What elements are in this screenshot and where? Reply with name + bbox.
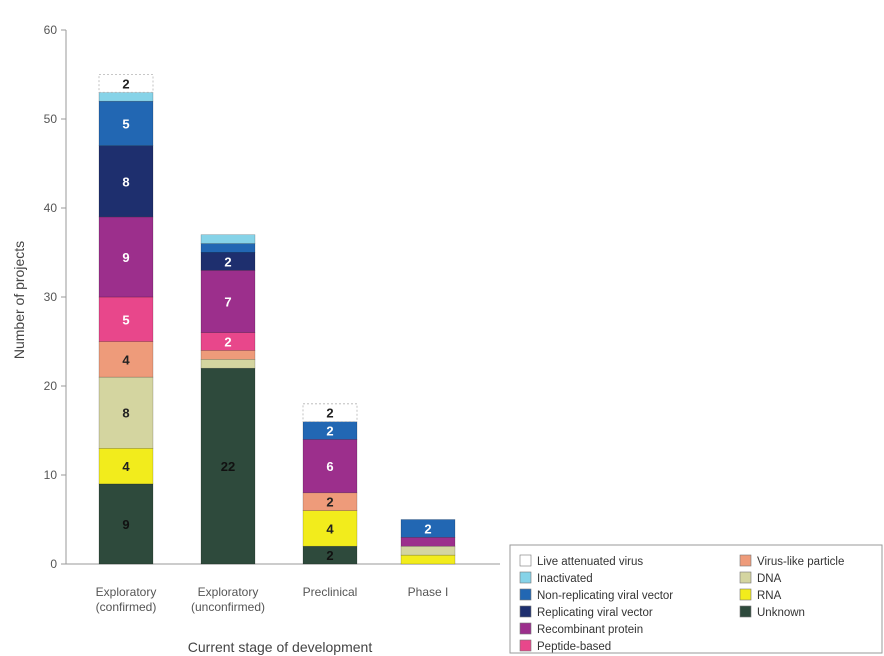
bar-segment-label: 9 [122, 517, 129, 532]
bar-segment [98, 74, 154, 93]
bar-segment [98, 448, 154, 485]
y-tick-label: 10 [44, 468, 58, 482]
legend-swatch [519, 639, 532, 652]
bar-segment-label: 2 [326, 424, 333, 439]
bar-segment [98, 216, 154, 298]
legend-label: Recombinant protein [537, 624, 643, 636]
bar-segment-label: 2 [424, 521, 431, 536]
legend-swatch [739, 605, 752, 618]
x-tick-label: Preclinical [303, 585, 358, 599]
bar-segment-label: 2 [122, 76, 129, 91]
bar-segment [98, 145, 154, 218]
legend-label: Non-replicating viral vector [537, 590, 673, 602]
bar-segment [400, 554, 456, 565]
bar-segment [200, 359, 256, 369]
legend-swatch [519, 571, 532, 584]
bar-segment-label: 4 [326, 521, 334, 536]
bar-segment-label: 6 [326, 459, 333, 474]
bar-segment-label: 2 [326, 548, 333, 563]
bar-segment [302, 421, 358, 440]
x-tick-label: Phase I [408, 585, 449, 599]
bar-segment [200, 243, 256, 253]
bar-segment-label: 5 [122, 312, 129, 327]
y-tick-label: 40 [44, 201, 58, 215]
bar-segment-label: 2 [224, 254, 231, 269]
x-tick-label: Exploratory (unconfirmed) [191, 585, 265, 614]
x-tick-label: Exploratory (confirmed) [96, 585, 157, 614]
legend-label: Live attenuated virus [537, 556, 643, 568]
legend-swatch [739, 571, 752, 584]
bar-segment [200, 332, 256, 351]
bar-segment-label: 8 [122, 174, 129, 189]
y-tick-label: 30 [44, 290, 58, 304]
legend-box [509, 544, 883, 654]
bar-segment [200, 367, 256, 565]
legend-label: Unknown [757, 607, 805, 619]
y-tick-label: 20 [44, 379, 58, 393]
bar-segment [98, 92, 154, 102]
legend-label: Virus-like particle [757, 556, 844, 568]
bar-segment-label: 2 [224, 335, 231, 350]
bar-segment-label: 2 [326, 495, 333, 510]
bar-segment-label: 9 [122, 250, 129, 265]
bar-segment-label: 4 [122, 459, 130, 474]
bar-segment-label: 2 [326, 406, 333, 421]
legend-label: Replicating viral vector [537, 607, 653, 619]
legend-label: DNA [757, 573, 782, 585]
bar-segment [98, 376, 154, 449]
bar-segment [302, 403, 358, 422]
bars [98, 74, 456, 565]
bar-segment [98, 483, 154, 565]
x-axis-title: Current stage of development [188, 639, 373, 655]
bar-segment [302, 439, 358, 494]
bar-segment [400, 537, 456, 547]
legend-label: Peptide-based [537, 641, 611, 653]
legend-swatch [739, 588, 752, 601]
bar-segment-label: 4 [122, 352, 130, 367]
legend-swatch [519, 554, 532, 567]
y-tick-label: 0 [50, 557, 57, 571]
legend-swatch [519, 622, 532, 635]
legend-swatch [739, 554, 752, 567]
bar-segment [98, 341, 154, 378]
bar-segment-label: 8 [122, 406, 129, 421]
bar-segment-label: 5 [122, 116, 129, 131]
y-tick-label: 60 [44, 23, 58, 37]
axes: 0 10 20 30 40 50 60 Exploratory (confirmed) Explo… [44, 23, 500, 614]
legend-label: RNA [757, 590, 782, 602]
legend: Live attenuated virus Virus-like particle… [509, 544, 883, 654]
bar-segment [400, 519, 456, 538]
bar-segment [302, 510, 358, 547]
bar-segment-label: 7 [224, 294, 231, 309]
bar-segment [400, 545, 456, 556]
bar-segment [200, 350, 256, 360]
y-tick-label: 50 [44, 112, 58, 126]
legend-label: Inactivated [537, 573, 593, 585]
legend-swatch [519, 605, 532, 618]
bar-segment [98, 100, 154, 146]
bar-segment [200, 234, 256, 244]
bar-segment-label: 22 [221, 459, 235, 474]
legend-swatch [519, 588, 532, 601]
y-axis-title: Number of projects [11, 241, 27, 359]
